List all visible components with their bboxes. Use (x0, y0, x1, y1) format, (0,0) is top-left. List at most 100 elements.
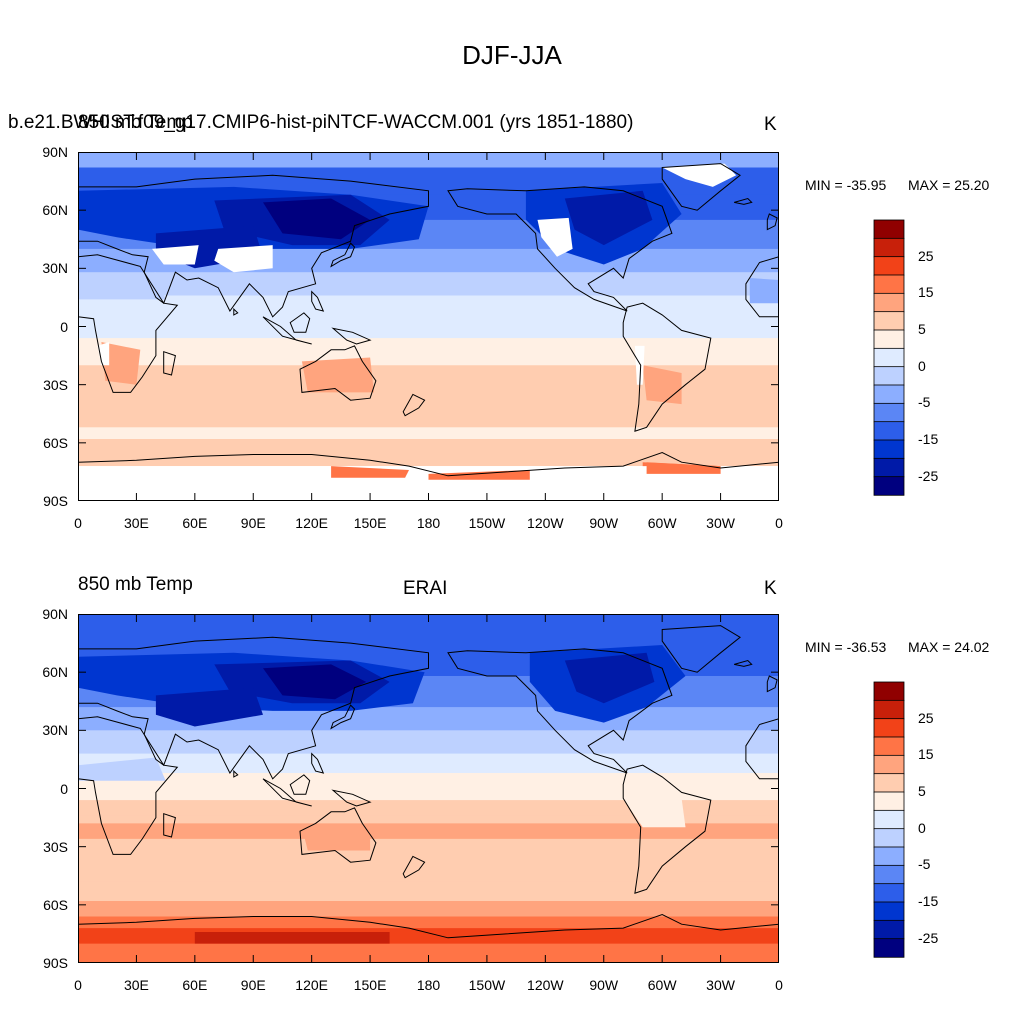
latitude-tick-label: 60S (43, 896, 68, 913)
coastline (299, 345, 377, 401)
longitude-tick-label: 150W (468, 977, 506, 993)
coastline (78, 451, 779, 501)
min-label: MIN = -35.95 (805, 177, 887, 193)
unit-label: K (764, 578, 777, 599)
temperature-region (623, 798, 686, 828)
colorbar (873, 219, 905, 496)
temperature-band (78, 272, 779, 297)
colorbar-label: -25 (918, 929, 939, 946)
case-label: b.e21.BWHIST.f09_g17.CMIP6-hist-piNTCF-W… (8, 112, 634, 133)
colorbar-box (873, 329, 905, 350)
latitude-tick-label: 90S (43, 493, 68, 509)
coastline (330, 242, 356, 268)
coastline (661, 625, 741, 673)
coastline (78, 913, 779, 963)
coastline (311, 752, 325, 774)
colorbar-box (873, 402, 905, 423)
longitude-tick-label: 30W (706, 515, 735, 531)
temperature-band (78, 881, 779, 902)
coastline (299, 807, 377, 863)
colorbar-box (873, 274, 905, 295)
temperature-region (564, 652, 655, 704)
temperature-region (642, 365, 682, 405)
coastline (402, 855, 426, 879)
longitude-tick-label: 90E (240, 515, 266, 531)
min-label: MIN = -36.53 (805, 639, 887, 655)
colorbar-box (873, 237, 905, 258)
temperature-band (78, 167, 779, 184)
temperature-region (78, 757, 166, 781)
longitude-tick-label: 0 (74, 515, 82, 531)
coastline (447, 648, 673, 774)
temperature-band (78, 901, 779, 918)
longitude-tick-label: 60E (182, 515, 208, 531)
longitude-tick-label: 120W (527, 515, 564, 531)
latitude-tick-label: 60N (42, 664, 68, 681)
coastline (78, 254, 179, 393)
temperature-region (545, 314, 663, 331)
colorbar-label: -15 (918, 431, 939, 447)
coastline (78, 636, 429, 780)
colorbar-label: 5 (918, 783, 926, 799)
latitude-tick-label: 90S (43, 955, 68, 971)
missing-data-area (214, 245, 273, 273)
colorbar-box (873, 754, 905, 775)
coastline (766, 213, 778, 231)
colorbar-label: 25 (918, 709, 934, 726)
colorbar-box (873, 883, 905, 903)
temperature-region (564, 190, 653, 246)
temperature-band (78, 427, 779, 440)
dataset-label: ERAI (403, 578, 448, 599)
colorbar-box (873, 256, 905, 276)
colorbar-label: 5 (918, 321, 926, 337)
colorbar-box (873, 809, 905, 830)
temperature-region (101, 342, 141, 385)
temperature-region (263, 664, 367, 700)
colorbar-label: -5 (918, 394, 931, 411)
temperature-region (646, 462, 721, 474)
temperature-band (78, 295, 779, 318)
coastline (331, 789, 372, 807)
coastline (78, 716, 179, 855)
coastline (661, 163, 741, 211)
colorbar-box (873, 439, 905, 460)
colorbar-box (873, 773, 905, 793)
longitude-tick-label: 0 (74, 977, 82, 993)
temperature-region (263, 198, 371, 240)
coastline (622, 302, 712, 432)
temperature-band (78, 439, 779, 456)
colorbar-box (873, 219, 905, 240)
colorbar-label: 15 (918, 746, 934, 763)
latitude-tick-label: 30S (43, 376, 68, 393)
coastline (447, 186, 673, 312)
temperature-band (78, 800, 779, 817)
coastline (745, 718, 779, 780)
latitude-tick-label: 0 (60, 780, 68, 797)
colorbar-box (873, 457, 905, 478)
missing-data-area (662, 163, 737, 187)
latitude-tick-label: 30S (43, 838, 68, 855)
temperature-region (155, 687, 263, 727)
colorbar-box (873, 366, 905, 386)
longitude-tick-label: 60E (182, 977, 208, 993)
coastline (766, 675, 778, 693)
colorbar-box (873, 846, 905, 867)
longitude-tick-label: 0 (775, 977, 783, 993)
coastline (331, 327, 372, 345)
coastline (262, 316, 312, 345)
temperature-region (194, 932, 390, 944)
longitude-tick-label: 150W (468, 515, 506, 531)
longitude-tick-label: 0 (775, 515, 783, 531)
colorbar-label: 0 (918, 819, 926, 836)
variable-label: 850 mb Temp (78, 112, 193, 133)
colorbar-box (873, 938, 905, 958)
colorbar-box (873, 476, 905, 496)
coastline (402, 393, 426, 417)
longitude-tick-label: 120E (295, 977, 329, 993)
longitude-tick-label: 90W (589, 977, 619, 993)
map-plot (78, 614, 779, 963)
colorbar-box (873, 421, 905, 441)
colorbar-box (873, 718, 905, 738)
temperature-region (78, 823, 779, 839)
temperature-region (331, 466, 409, 478)
